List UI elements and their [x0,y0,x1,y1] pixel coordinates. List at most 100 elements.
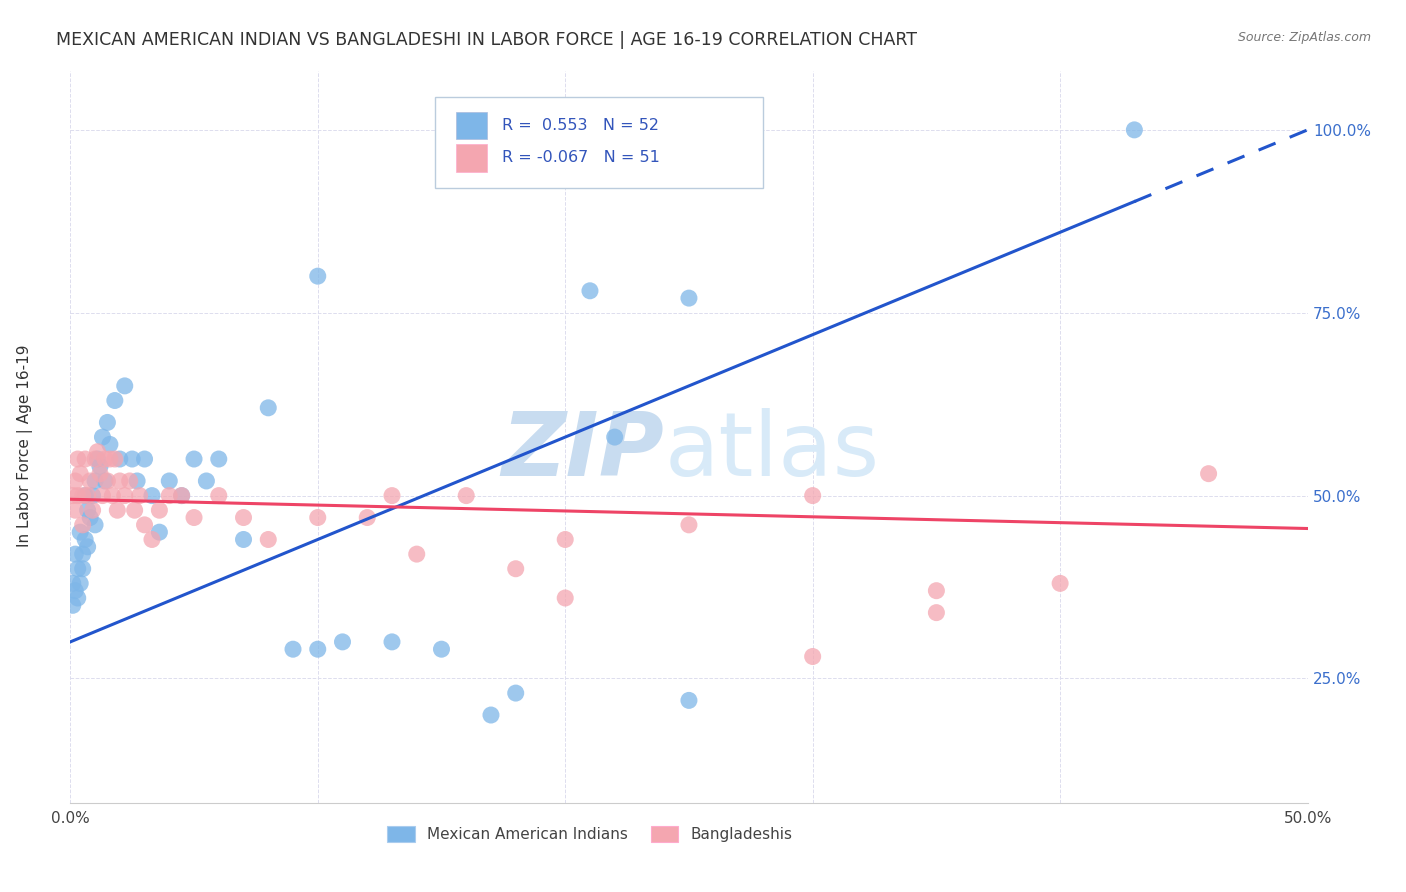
Point [94,452,117,467]
Point [678,517,700,532]
Point [62,599,84,613]
Point [141,533,163,547]
Point [104,452,127,467]
Point [89,467,111,481]
Point [678,291,700,305]
Point [65,503,87,517]
Point [108,474,131,488]
Point [76,540,98,554]
Point [554,591,576,605]
Point [356,510,378,524]
Point [281,642,304,657]
Text: R = -0.067   N = 51: R = -0.067 N = 51 [502,150,659,165]
Text: MEXICAN AMERICAN INDIAN VS BANGLADESHI IN LABOR FORCE | AGE 16-19 CORRELATION CH: MEXICAN AMERICAN INDIAN VS BANGLADESHI I… [56,31,917,49]
Point [105,503,128,517]
Legend: Mexican American Indians, Bangladeshis: Mexican American Indians, Bangladeshis [380,819,800,850]
Point [101,489,124,503]
Point [554,533,576,547]
Point [98,437,121,451]
Point [456,489,478,503]
Point [232,533,254,547]
Point [134,452,156,467]
Point [91,430,114,444]
Point [98,452,121,467]
Point [86,452,108,467]
Text: In Labor Force | Age 16-19: In Labor Force | Age 16-19 [17,344,34,548]
Point [579,284,602,298]
Point [257,533,280,547]
Point [86,444,108,458]
Point [128,489,150,503]
Point [76,489,98,503]
Point [801,489,824,503]
FancyBboxPatch shape [457,144,488,171]
Point [72,489,94,503]
Point [307,269,329,284]
Point [121,452,143,467]
Point [69,525,91,540]
Point [75,452,97,467]
Point [62,489,84,503]
Point [114,489,136,503]
Point [925,583,948,598]
Point [332,635,354,649]
Point [141,489,163,503]
Point [183,452,205,467]
Point [157,474,180,488]
Point [84,474,107,488]
Point [603,430,626,444]
Text: Source: ZipAtlas.com: Source: ZipAtlas.com [1237,31,1371,45]
Point [118,474,141,488]
Point [148,525,170,540]
Text: atlas: atlas [664,409,879,495]
Point [75,489,97,503]
Point [157,489,180,503]
Point [124,503,146,517]
Point [134,517,156,532]
Point [94,474,117,488]
Point [183,510,205,524]
Point [405,547,427,561]
Point [505,562,527,576]
Point [65,547,87,561]
Point [72,547,94,561]
Point [148,503,170,517]
Point [307,642,329,657]
FancyBboxPatch shape [457,112,488,139]
Point [505,686,527,700]
Point [108,452,131,467]
Point [257,401,280,415]
Point [1123,123,1146,137]
Point [96,474,118,488]
Point [479,708,502,723]
Point [91,489,114,503]
Point [65,474,87,488]
Point [66,452,89,467]
Point [170,489,193,503]
Point [1049,576,1071,591]
Point [381,635,404,649]
Point [381,489,404,503]
Point [62,576,84,591]
Point [678,693,700,707]
FancyBboxPatch shape [436,97,763,188]
Point [75,533,97,547]
Point [430,642,453,657]
Point [89,459,111,474]
Point [72,562,94,576]
Point [79,510,101,524]
Point [208,452,231,467]
Point [96,416,118,430]
Point [66,591,89,605]
Point [801,649,824,664]
Text: ZIP: ZIP [502,409,664,495]
Point [208,489,231,503]
Point [307,510,329,524]
Point [925,606,948,620]
Point [82,489,104,503]
Point [82,503,104,517]
Point [1198,467,1220,481]
Point [76,503,98,517]
Point [195,474,218,488]
Point [170,489,193,503]
